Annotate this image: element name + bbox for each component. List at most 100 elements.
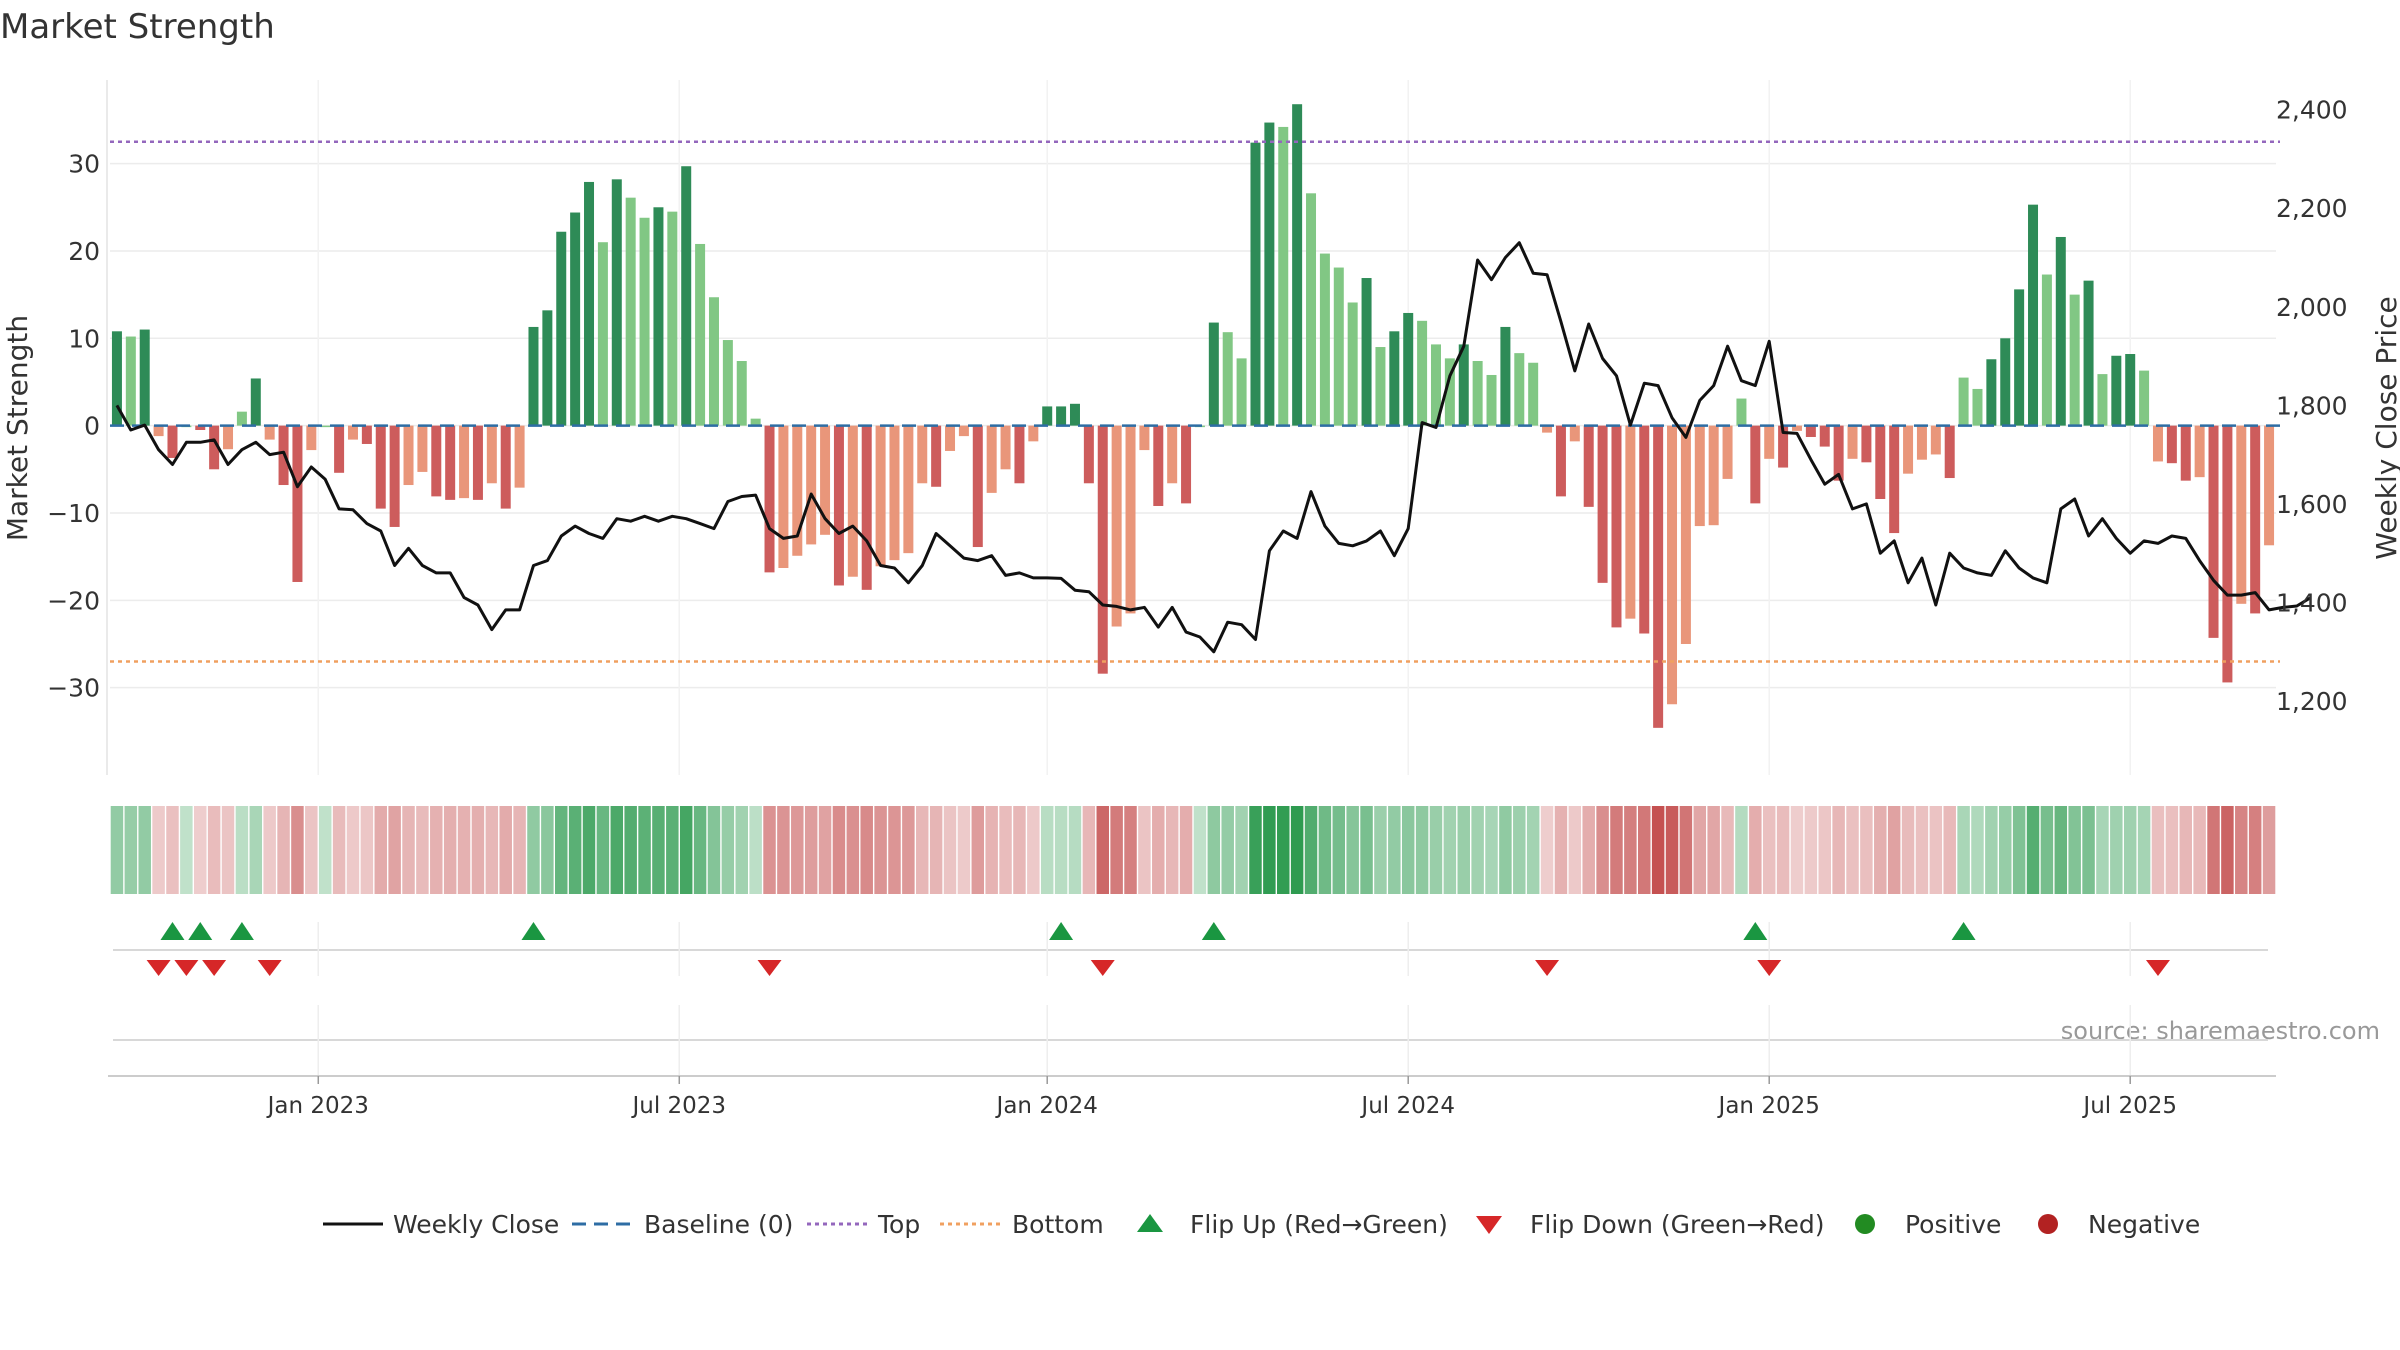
heat-cell	[124, 806, 138, 894]
heat-cell	[388, 806, 401, 894]
heat-cell	[985, 806, 998, 894]
strength-bar	[556, 231, 567, 426]
strength-bar	[903, 425, 914, 554]
heat-cell	[624, 806, 637, 894]
strength-bar	[1736, 398, 1747, 426]
strength-bar	[1278, 126, 1289, 426]
heat-cell	[1513, 806, 1526, 894]
strength-bar	[1347, 302, 1358, 426]
heat-cell	[1665, 806, 1679, 894]
heat-cell	[1707, 806, 1720, 894]
strength-bar	[1042, 406, 1053, 426]
heat-cell	[596, 806, 610, 894]
flip-down-marker	[257, 960, 282, 976]
reference-lines	[110, 140, 2280, 663]
flip-down-marker	[1090, 960, 1115, 976]
heat-cell	[749, 806, 762, 894]
heat-cell	[943, 806, 957, 894]
flip-up-marker	[229, 922, 254, 940]
strength-bar	[1875, 425, 1886, 499]
strength-bar	[1083, 425, 1094, 484]
strength-bar	[2152, 425, 2163, 462]
strength-bar	[1764, 425, 1775, 459]
strength-bar	[1375, 347, 1386, 426]
heat-cell	[2040, 806, 2054, 894]
strength-bar	[2111, 355, 2122, 426]
heat-cell	[555, 806, 568, 894]
strength-bar	[806, 425, 817, 545]
strength-bar	[611, 179, 622, 426]
heat-cell	[277, 806, 290, 894]
heat-cell	[2137, 806, 2151, 894]
x-tick-label: Jul 2023	[630, 1093, 726, 1119]
heat-cell	[1471, 806, 1484, 894]
heat-cell	[1388, 806, 1401, 894]
strength-bar	[1264, 122, 1275, 426]
strength-bar	[972, 425, 983, 548]
strength-bar	[2014, 289, 2025, 426]
strength-bar	[1167, 425, 1178, 484]
strength-bar	[209, 425, 220, 470]
strength-bar	[722, 340, 733, 426]
strength-bar	[1430, 344, 1441, 426]
heat-cell	[874, 806, 887, 894]
left-tick-label: 20	[68, 237, 100, 266]
heat-cell	[207, 806, 221, 894]
flip-up-marker	[1201, 922, 1226, 940]
strength-bar	[1555, 425, 1566, 497]
heat-cell	[1818, 806, 1831, 894]
strength-bar	[1625, 425, 1636, 619]
strength-bar	[2222, 425, 2233, 683]
heat-cell	[1401, 806, 1415, 894]
strength-bar	[111, 331, 122, 426]
right-tick-label: 2,000	[2276, 293, 2348, 322]
heat-cell	[1110, 806, 1123, 894]
strength-bar	[1653, 425, 1664, 728]
right-tick-label: 1,800	[2276, 391, 2348, 420]
heat-cell	[1457, 806, 1470, 894]
heat-cell	[2221, 806, 2234, 894]
heat-cell	[2151, 806, 2165, 894]
strength-bar	[1000, 425, 1011, 470]
strength-bar	[1722, 425, 1733, 479]
heat-cell	[180, 806, 193, 894]
heat-cell	[1568, 806, 1582, 894]
heat-cell	[1235, 806, 1248, 894]
strength-bar	[1028, 425, 1039, 442]
heat-cell	[832, 806, 846, 894]
legend-baseline-label: Baseline (0)	[644, 1210, 793, 1239]
heat-cell	[777, 806, 790, 894]
heat-cell	[1610, 806, 1623, 894]
weekly-close-series	[115, 241, 2312, 654]
strength-bar	[347, 425, 358, 440]
flip-down-marker	[174, 960, 199, 976]
heat-cell	[1915, 806, 1929, 894]
heat-cell	[2054, 806, 2068, 894]
heat-cell	[1651, 806, 1665, 894]
heat-cell	[221, 806, 235, 894]
strength-bar	[1417, 320, 1428, 426]
strength-bar	[1514, 353, 1525, 426]
strength-bar	[792, 425, 803, 556]
strength-bar	[500, 425, 511, 509]
flip-up-marker	[188, 922, 213, 940]
strength-bar	[1319, 253, 1330, 426]
left-tick-label: 0	[84, 412, 100, 441]
heat-cell	[957, 806, 971, 894]
heat-cell	[791, 806, 804, 894]
strength-bar	[431, 425, 442, 497]
heat-cell	[318, 806, 332, 894]
heat-cell	[568, 806, 582, 894]
strength-bar	[847, 425, 858, 577]
strength-bar	[1986, 359, 1997, 426]
strength-bar	[1930, 425, 1941, 455]
strength-bar	[1458, 344, 1469, 426]
heat-cell	[1957, 806, 1970, 894]
heat-cell	[1165, 806, 1179, 894]
x-tick-label: Jan 2024	[995, 1093, 1098, 1119]
strength-bar	[1569, 425, 1580, 442]
heat-cell	[2026, 806, 2040, 894]
strength-bar	[1778, 425, 1789, 468]
heat-cell	[1901, 806, 1915, 894]
